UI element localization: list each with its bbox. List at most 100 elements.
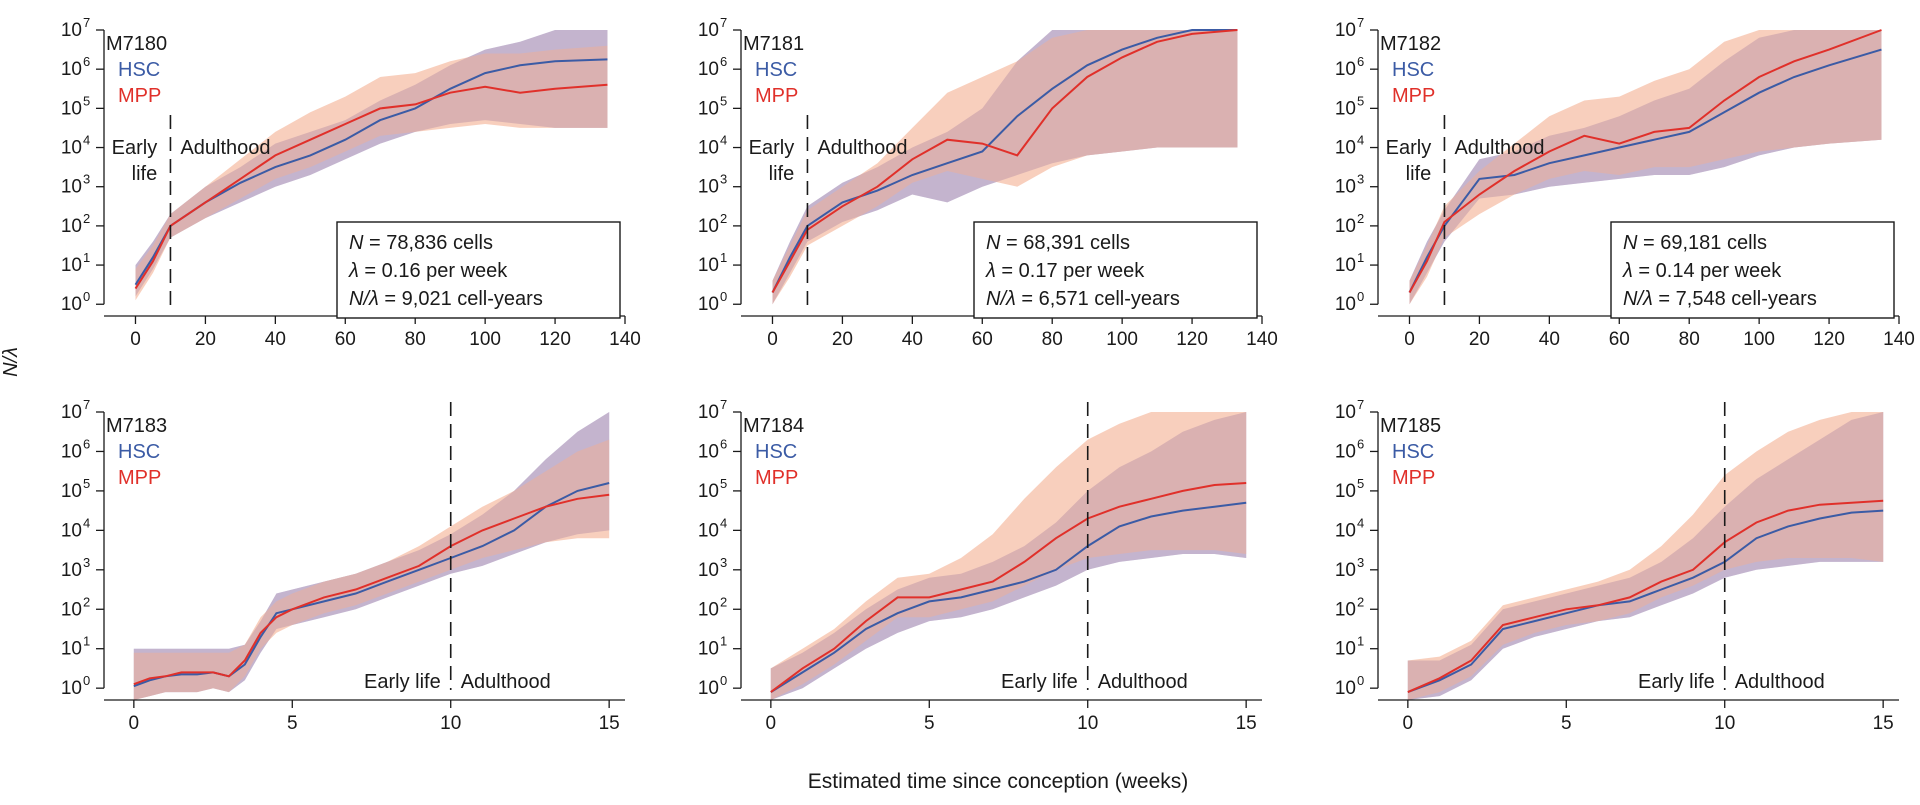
y-tick-label: 10 — [698, 520, 719, 541]
y-tick-exponent: 2 — [720, 594, 727, 609]
y-tick-label: 10 — [698, 255, 719, 276]
y-tick-exponent: 5 — [83, 476, 90, 491]
y-tick-exponent: 3 — [1357, 172, 1364, 187]
y-tick-label: 10 — [698, 177, 719, 198]
stats-lambda: λ = 0.16 per week — [348, 260, 508, 282]
period-label-early-line2: life — [1406, 163, 1432, 185]
stats-symbol: λ — [1622, 260, 1633, 282]
x-tick-label: 15 — [1873, 713, 1894, 734]
y-tick-label: 10 — [698, 138, 719, 159]
stats-symbol: N/λ — [1623, 288, 1653, 310]
y-tick-exponent: 0 — [1357, 289, 1364, 304]
period-label-early: Early life — [1638, 671, 1715, 693]
mpp-confidence-band — [770, 412, 1247, 700]
y-tick-exponent: 7 — [83, 15, 90, 30]
y-tick-exponent: 6 — [83, 436, 90, 451]
y-tick-label: 10 — [1335, 177, 1356, 198]
y-tick-exponent: 2 — [1357, 594, 1364, 609]
mpp-confidence-band — [1407, 412, 1884, 700]
x-tick-label: 120 — [1813, 329, 1845, 350]
panel-title: M7180 — [106, 33, 167, 55]
y-tick-label: 10 — [1335, 138, 1356, 159]
stats-box — [336, 221, 621, 319]
stats-lambda: λ = 0.14 per week — [1622, 260, 1782, 282]
stats-n-over-lambda: N/λ = 6,571 cell-years — [986, 288, 1180, 310]
band-overlap — [133, 412, 610, 700]
y-tick-exponent: 7 — [720, 397, 727, 412]
mpp-confidence-band — [133, 439, 610, 700]
x-tick-label: 20 — [1469, 329, 1490, 350]
hsc-line — [770, 501, 1247, 693]
period-label-early-line2: life — [769, 163, 795, 185]
y-tick-label: 10 — [698, 59, 719, 80]
period-label-adulthood: Adulthood — [817, 137, 907, 159]
y-tick-label: 10 — [698, 441, 719, 462]
x-tick-label: 120 — [1176, 329, 1208, 350]
y-tick-label: 10 — [1335, 98, 1356, 119]
stats-value: = 0.17 per week — [996, 260, 1145, 282]
y-tick-label: 10 — [61, 255, 82, 276]
y-tick-exponent: 2 — [1357, 211, 1364, 226]
y-tick-exponent: 1 — [1357, 250, 1364, 265]
panel-title: M7184 — [743, 415, 804, 437]
legend-hsc: HSC — [1392, 441, 1434, 463]
x-tick-label: 0 — [130, 329, 141, 350]
stats-symbol: N — [986, 232, 1001, 254]
mpp-line — [771, 29, 1238, 293]
y-tick-label: 10 — [698, 294, 719, 315]
y-tick-exponent: 7 — [1357, 15, 1364, 30]
y-tick-exponent: 4 — [83, 515, 90, 530]
stats-n-over-lambda: N/λ = 9,021 cell-years — [349, 288, 543, 310]
y-tick-exponent: 4 — [1357, 133, 1364, 148]
x-tick-label: 80 — [1679, 329, 1700, 350]
y-tick-exponent: 1 — [83, 250, 90, 265]
y-tick-label: 10 — [698, 639, 719, 660]
plot-area — [771, 29, 1238, 305]
hsc-line — [771, 29, 1238, 293]
stats-symbol: N — [1623, 232, 1638, 254]
legend-mpp: MPP — [1392, 467, 1435, 489]
y-tick-label: 10 — [1335, 481, 1356, 502]
stats-value: = 0.16 per week — [359, 260, 508, 282]
stats-symbol: λ — [348, 260, 359, 282]
y-tick-exponent: 3 — [83, 172, 90, 187]
period-label-early: Early life — [364, 671, 441, 693]
stats-box — [1610, 221, 1895, 319]
stats-symbol: λ — [985, 260, 996, 282]
legend-mpp: MPP — [755, 85, 798, 107]
y-tick-label: 10 — [61, 138, 82, 159]
y-tick-label: 10 — [1335, 441, 1356, 462]
y-tick-exponent: 1 — [83, 634, 90, 649]
x-tick-label: 10 — [440, 713, 461, 734]
y-tick-label: 10 — [1335, 402, 1356, 423]
y-tick-label: 10 — [698, 560, 719, 581]
mpp-confidence-band — [772, 30, 1238, 305]
x-tick-label: 15 — [599, 713, 620, 734]
y-tick-label: 10 — [61, 20, 82, 41]
y-tick-label: 10 — [61, 177, 82, 198]
x-tick-label: 15 — [1236, 713, 1257, 734]
y-tick-exponent: 3 — [1357, 555, 1364, 570]
y-tick-exponent: 2 — [83, 211, 90, 226]
y-tick-exponent: 2 — [83, 594, 90, 609]
mpp-confidence-band — [135, 45, 608, 301]
legend-hsc: HSC — [118, 441, 160, 463]
y-tick-label: 10 — [61, 520, 82, 541]
mpp-line — [1408, 29, 1882, 293]
x-tick-label: 0 — [1403, 713, 1414, 734]
y-tick-exponent: 3 — [83, 555, 90, 570]
y-tick-label: 10 — [1335, 520, 1356, 541]
y-tick-label: 10 — [61, 402, 82, 423]
stats-symbol: N/λ — [349, 288, 379, 310]
plot-area — [1407, 412, 1884, 700]
x-axis-label: Estimated time since conception (weeks) — [808, 770, 1189, 793]
x-tick-label: 60 — [1609, 329, 1630, 350]
y-tick-label: 10 — [698, 678, 719, 699]
y-tick-exponent: 5 — [83, 93, 90, 108]
y-tick-exponent: 4 — [1357, 515, 1364, 530]
band-overlap — [135, 30, 608, 297]
x-tick-label: 20 — [195, 329, 216, 350]
